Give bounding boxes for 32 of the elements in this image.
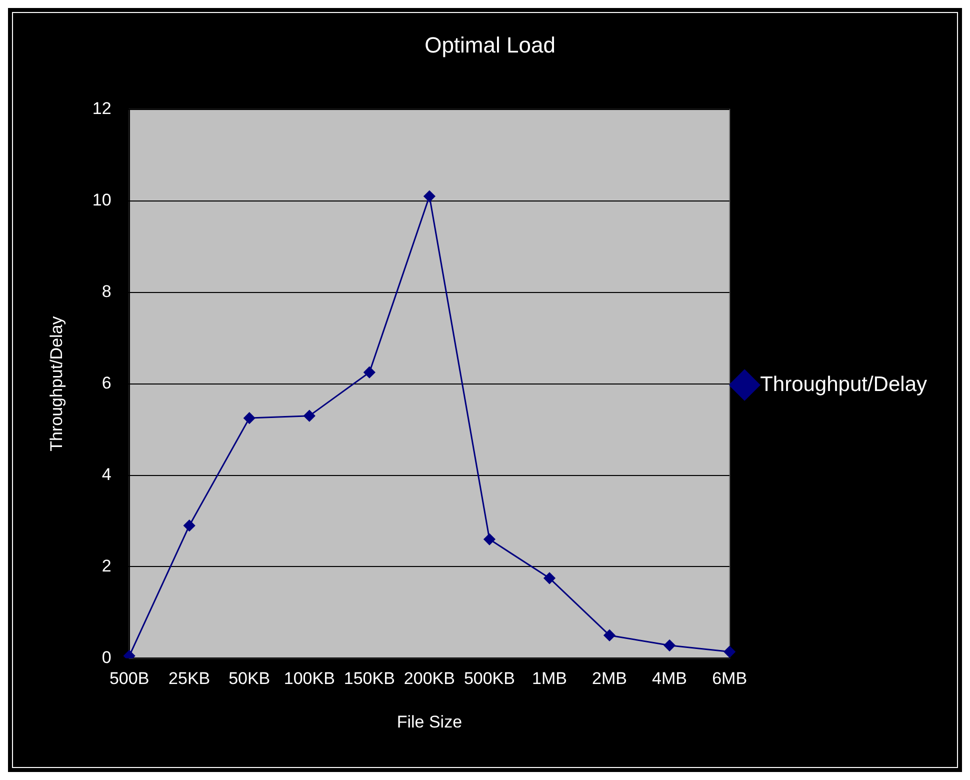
y-tick-label: 12: [92, 99, 112, 118]
x-axis-title: File Size: [396, 712, 462, 732]
point: [604, 630, 616, 642]
point: [724, 646, 736, 658]
point: [544, 572, 556, 584]
y-axis-title: Throughput/Delay: [46, 316, 66, 452]
y-tick-label: 4: [102, 464, 112, 484]
y-tick-label: 10: [92, 190, 112, 210]
y-tick-label: 8: [102, 282, 112, 302]
point: [304, 410, 316, 422]
y-tick-label: 6: [102, 373, 112, 392]
x-tick-label: 500KB: [464, 669, 515, 688]
x-tick-label: 4MB: [652, 669, 688, 688]
point: [664, 640, 676, 652]
x-tick-label: 500B: [109, 669, 150, 688]
x-tick-label: 200KB: [404, 669, 455, 688]
x-tick-label: 2MB: [592, 669, 627, 688]
x-tick-label: 50KB: [228, 669, 270, 688]
y-tick-label: 2: [102, 556, 112, 576]
x-tick-label: 25KB: [168, 669, 210, 688]
chart-title: Optimal Load: [424, 32, 556, 58]
point: [184, 520, 196, 532]
x-tick-label: 1MB: [532, 669, 567, 688]
x-tick-label: 150KB: [344, 669, 395, 688]
x-tick-label: 6MB: [712, 669, 748, 688]
point: [364, 366, 376, 378]
x-tick-label: 100KB: [284, 669, 335, 688]
point: [424, 190, 436, 202]
legend-label: Throughput/Delay: [760, 372, 928, 396]
point: [484, 534, 496, 546]
point: [244, 412, 256, 424]
y-tick-label: 0: [102, 648, 112, 667]
